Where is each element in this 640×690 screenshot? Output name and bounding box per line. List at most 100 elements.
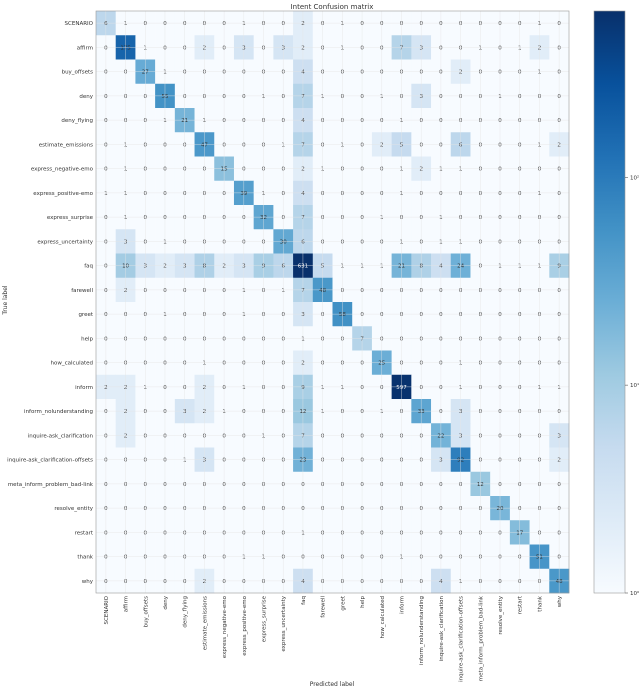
cell-value-label: 0 — [419, 530, 423, 536]
y-tick-label: how_calculated — [51, 361, 93, 367]
cell-value-label: 0 — [242, 118, 246, 124]
cell-value-label: 0 — [439, 118, 443, 124]
cell-value-label: 0 — [341, 118, 345, 124]
cell-value-label: 3 — [144, 264, 148, 270]
cell-value-label: 0 — [557, 94, 561, 100]
cell-value-label: 0 — [262, 239, 266, 245]
cell-value-label: 3 — [183, 264, 187, 270]
cell-value-label: 0 — [400, 336, 404, 342]
y-tick-label: greet — [78, 312, 93, 318]
cell-value-label: 0 — [419, 70, 423, 76]
cell-value-label: 0 — [222, 482, 226, 488]
x-tick-label: express_surprise — [262, 595, 268, 642]
cell-value-label: 0 — [518, 142, 522, 148]
y-tick-label: inquire-ask_clarification-offsets — [7, 458, 93, 464]
y-tick-label: express_surprise — [47, 215, 94, 221]
cell-value-label: 0 — [262, 167, 266, 173]
x-tick-label: restart — [518, 595, 524, 614]
cell-value-label: 0 — [538, 530, 542, 536]
cell-value-label: 0 — [439, 361, 443, 367]
cell-value-label: 4 — [301, 70, 305, 76]
cell-value-label: 7 — [301, 433, 305, 439]
cell-value-label: 0 — [479, 215, 483, 221]
cell-value-label: 0 — [242, 530, 246, 536]
cell-value-label: 0 — [124, 312, 128, 318]
cell-value-label: 0 — [557, 555, 561, 561]
cell-value-label: 0 — [144, 506, 148, 512]
cell-value-label: 47 — [201, 142, 208, 148]
cell-value-label: 0 — [321, 506, 325, 512]
cell-value-label: 0 — [557, 45, 561, 51]
cell-value-label: 0 — [183, 482, 187, 488]
cell-value-label: 0 — [459, 288, 463, 294]
cell-value-label: 3 — [419, 45, 423, 51]
cell-value-label: 0 — [242, 433, 246, 439]
cell-value-label: 0 — [538, 167, 542, 173]
cell-value-label: 0 — [242, 70, 246, 76]
cell-value-label: 0 — [479, 458, 483, 464]
cell-value-label: 0 — [498, 312, 502, 318]
cell-value-label: 0 — [203, 94, 207, 100]
cell-value-label: 8 — [203, 264, 207, 270]
colorbar — [594, 11, 625, 593]
cell-value-label: 0 — [479, 530, 483, 536]
cell-value-label: 0 — [262, 70, 266, 76]
cell-value-label: 0 — [538, 458, 542, 464]
cell-value-label: 0 — [380, 579, 384, 585]
cell-value-label: 3 — [242, 45, 246, 51]
cell-value-label: 7 — [301, 94, 305, 100]
cell-value-label: 0 — [557, 288, 561, 294]
cell-value-label: 0 — [341, 239, 345, 245]
cell-value-label: 0 — [479, 288, 483, 294]
cell-value-label: 0 — [222, 579, 226, 585]
cell-value-label: 0 — [163, 215, 167, 221]
cell-value-label: 0 — [498, 215, 502, 221]
cell-value-label: 0 — [459, 191, 463, 197]
cell-value-label: 0 — [400, 506, 404, 512]
cell-value-label: 0 — [360, 21, 364, 27]
cell-value-label: 0 — [360, 288, 364, 294]
cell-value-label: 0 — [360, 433, 364, 439]
x-tick-label: inquire-ask_clarification-offsets — [459, 596, 465, 682]
cell-value-label: 0 — [144, 458, 148, 464]
cell-value-label: 0 — [203, 530, 207, 536]
cell-value-label: 0 — [479, 579, 483, 585]
cell-value-label: 0 — [262, 409, 266, 415]
cell-value-label: 0 — [163, 506, 167, 512]
cell-value-label: 0 — [144, 312, 148, 318]
cell-value-label: 0 — [439, 94, 443, 100]
cell-value-label: 0 — [203, 191, 207, 197]
cell-value-label: 0 — [479, 433, 483, 439]
cell-value-label: 0 — [163, 458, 167, 464]
cell-value-label: 0 — [341, 579, 345, 585]
cell-value-label: 0 — [163, 385, 167, 391]
cell-value-label: 0 — [183, 191, 187, 197]
cell-value-label: 0 — [341, 361, 345, 367]
cell-value-label: 0 — [222, 458, 226, 464]
cell-value-label: 0 — [400, 288, 404, 294]
cell-value-label: 0 — [222, 215, 226, 221]
cell-value-label: 7 — [400, 45, 404, 51]
chart-title: Intent Confusion matrix — [291, 3, 374, 11]
cell-value-label: 0 — [321, 21, 325, 27]
cell-value-label: 0 — [360, 409, 364, 415]
cell-value-label: 17 — [516, 530, 523, 536]
cell-value-label: 0 — [439, 336, 443, 342]
cell-value-label: 4 — [301, 118, 305, 124]
cell-value-label: 0 — [479, 118, 483, 124]
cell-value-label: 0 — [439, 385, 443, 391]
x-tick-label: inquire-ask_clarification — [439, 595, 445, 661]
cell-value-label: 0 — [242, 239, 246, 245]
cell-value-label: 0 — [104, 482, 108, 488]
cell-value-label: 0 — [459, 21, 463, 27]
cell-value-label: 0 — [419, 215, 423, 221]
cell-value-label: 0 — [183, 70, 187, 76]
cell-value-label: 0 — [183, 433, 187, 439]
cell-value-label: 0 — [104, 142, 108, 148]
cell-value-label: 0 — [104, 336, 108, 342]
cell-value-label: 0 — [498, 288, 502, 294]
cell-value-label: 4 — [301, 579, 305, 585]
cell-value-label: 0 — [518, 555, 522, 561]
cell-value-label: 0 — [222, 555, 226, 561]
cell-value-label: 0 — [360, 312, 364, 318]
